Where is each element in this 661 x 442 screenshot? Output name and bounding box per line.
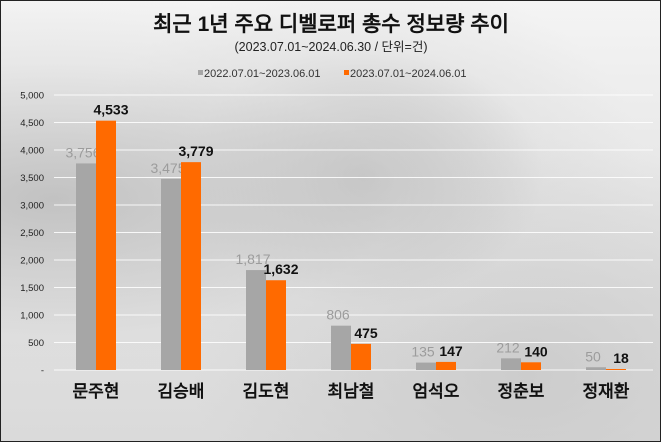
data-label: 140 [524, 343, 548, 359]
data-label: 135 [411, 344, 435, 360]
bar-2-문주현 [96, 120, 116, 370]
data-label: 18 [613, 350, 629, 366]
data-label: 4,533 [93, 102, 128, 118]
data-label: 1,632 [263, 261, 298, 277]
data-label: 3,475 [150, 160, 185, 176]
x-category-label: 김승배 [158, 382, 205, 401]
data-label: 1,817 [235, 251, 270, 267]
bar-2-정재환 [606, 369, 626, 370]
x-category-label: 김도현 [243, 382, 290, 401]
x-category-label: 정춘보 [498, 382, 545, 401]
chart-title: 최근 1년 주요 디벨로퍼 총수 정보량 추이 [153, 13, 509, 36]
data-label: 475 [354, 325, 378, 341]
bar-1-정재환 [586, 367, 606, 370]
bar-2-김승배 [181, 162, 201, 370]
data-label: 212 [496, 339, 520, 355]
data-label: 147 [439, 343, 463, 359]
data-label: 50 [585, 348, 601, 364]
data-label: 3,779 [178, 143, 213, 159]
y-tick-label: 3,000 [20, 201, 44, 212]
y-tick-label: 1,000 [20, 311, 44, 322]
x-category-label: 문주현 [73, 382, 120, 401]
y-tick-label: - [41, 366, 44, 377]
data-label: 3,756 [65, 144, 100, 160]
bar-1-최남철 [331, 325, 351, 370]
y-tick-label: 2,500 [20, 228, 44, 239]
bar-1-엄석오 [416, 362, 436, 370]
bar-2-최남철 [351, 343, 371, 370]
y-tick-label: 2,000 [20, 256, 44, 267]
bar-1-김승배 [161, 178, 181, 370]
legend: 2022.07.01~2023.06.01 2023.07.01~2024.06… [198, 68, 467, 80]
bar-2-정춘보 [521, 362, 541, 370]
bar-2-엄석오 [436, 361, 456, 370]
y-tick-label: 3,500 [20, 173, 44, 184]
bar-1-문주현 [76, 163, 96, 370]
chart-subtitle: (2023.07.01~2024.06.30 / 단위=건) [235, 40, 428, 54]
bar-1-정춘보 [501, 358, 521, 370]
legend-label-series-1: 2022.07.01~2023.06.01 [204, 68, 321, 80]
y-tick-label: 4,000 [20, 146, 44, 157]
y-tick-label: 5,000 [20, 91, 44, 102]
y-tick-label: 4,500 [20, 118, 44, 129]
y-tick-label: 1,500 [20, 283, 44, 294]
x-category-label: 최남철 [328, 382, 375, 401]
x-category-label: 엄석오 [413, 382, 460, 401]
bar-1-김도현 [246, 270, 266, 370]
bar-2-김도현 [266, 280, 286, 370]
x-category-label: 정재환 [583, 382, 630, 401]
legend-swatch-series-2 [344, 70, 349, 75]
legend-swatch-series-1 [198, 70, 203, 75]
y-tick-label: 500 [28, 338, 44, 349]
legend-label-series-2: 2023.07.01~2024.06.01 [350, 68, 467, 80]
data-label: 806 [326, 307, 350, 323]
